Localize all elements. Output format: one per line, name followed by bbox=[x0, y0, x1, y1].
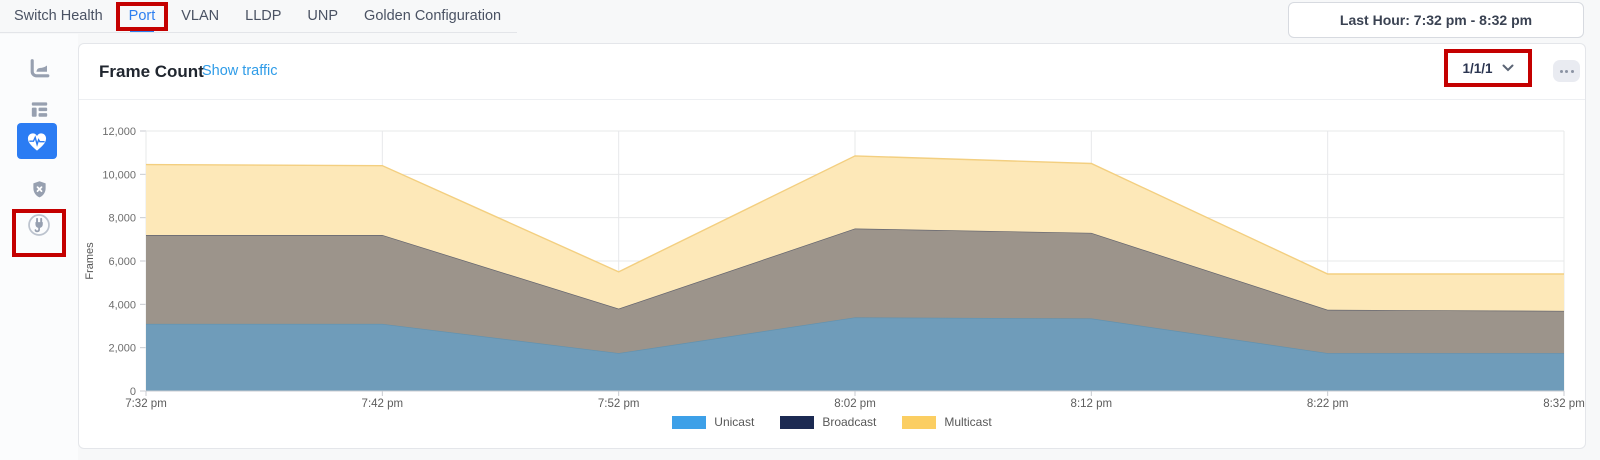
area-edge-multicast bbox=[145, 155, 1564, 275]
port-selector-dropdown[interactable]: 1/1/1 bbox=[1444, 49, 1532, 87]
x-tick-label: 8:32 pm bbox=[1543, 398, 1585, 410]
chevron-down-icon bbox=[1502, 64, 1514, 72]
show-traffic-link[interactable]: Show traffic bbox=[202, 63, 278, 79]
legend-item-broadcast[interactable]: Broadcast bbox=[780, 416, 876, 429]
y-tick-label: 2,000 bbox=[108, 343, 136, 355]
area-multicast bbox=[146, 155, 1564, 311]
sidebar-item-alerts[interactable] bbox=[0, 170, 78, 208]
tab-bar: Switch Health Port VLAN LLDP UNP Golden Confi… bbox=[0, 0, 518, 33]
panel-title: Frame Count bbox=[99, 62, 204, 81]
legend-label: Unicast bbox=[714, 415, 755, 429]
sidebar-item-performance[interactable] bbox=[0, 50, 78, 88]
legend-item-unicast[interactable]: Unicast bbox=[672, 416, 754, 429]
time-range-label: Last Hour: 7:32 pm - 8:32 pm bbox=[1339, 12, 1533, 28]
time-range-selector[interactable]: Last Hour: 7:32 pm - 8:32 pm bbox=[1288, 2, 1584, 38]
layout-list-icon bbox=[31, 101, 47, 117]
tab-port[interactable]: Port bbox=[115, 0, 169, 32]
x-tick-label: 7:42 pm bbox=[362, 398, 404, 410]
y-tick-label: 4,000 bbox=[108, 299, 136, 311]
sidebar-item-layout[interactable] bbox=[0, 90, 78, 128]
y-tick-label: 6,000 bbox=[108, 256, 136, 268]
active-item-highlight bbox=[17, 123, 57, 159]
y-tick-label: 10,000 bbox=[102, 169, 136, 181]
y-tick-label: 8,000 bbox=[108, 213, 136, 225]
x-tick-label: 8:12 pm bbox=[1071, 398, 1113, 410]
port-selector-value: 1/1/1 bbox=[1462, 60, 1493, 76]
tab-switch-health[interactable]: Switch Health bbox=[14, 8, 103, 24]
tab-lldp[interactable]: LLDP bbox=[245, 8, 282, 24]
legend-swatch-unicast bbox=[672, 416, 707, 429]
sidebar-item-connectivity[interactable] bbox=[0, 206, 78, 244]
tab-unp[interactable]: UNP bbox=[307, 8, 339, 24]
x-tick-label: 7:32 pm bbox=[125, 398, 167, 410]
area-broadcast bbox=[146, 228, 1564, 354]
frame-count-chart: 0 2,000 4,000 6,000 8,000 10,000 12,000 7:32 pm… bbox=[84, 126, 1585, 410]
y-axis-label: Frames bbox=[84, 242, 96, 280]
legend-item-multicast[interactable]: Multicast bbox=[902, 415, 992, 429]
plug-icon bbox=[28, 214, 50, 236]
panel-header: Frame Count Show traffic 1/1/1 bbox=[79, 44, 1585, 100]
chart-legend: Unicast Broadcast Multicast bbox=[79, 416, 1585, 429]
area-unicast bbox=[146, 317, 1564, 391]
legend-label: Multicast bbox=[944, 415, 992, 429]
legend-swatch-multicast bbox=[902, 416, 937, 429]
area-chart-icon bbox=[30, 58, 49, 77]
x-tick-label: 8:22 pm bbox=[1307, 398, 1349, 410]
sidebar bbox=[0, 34, 78, 460]
x-tick-label: 7:52 pm bbox=[598, 398, 640, 410]
shield-x-icon bbox=[32, 180, 46, 197]
panel-menu-button[interactable] bbox=[1553, 60, 1580, 82]
tab-golden-configuration[interactable]: Golden Configuration bbox=[364, 8, 502, 24]
ellipsis-icon bbox=[1559, 69, 1563, 73]
tab-vlan[interactable]: VLAN bbox=[181, 8, 220, 24]
heart-pulse-icon bbox=[27, 132, 47, 151]
annotation-box-port-tab bbox=[115, 2, 169, 31]
legend-swatch-broadcast bbox=[780, 416, 815, 429]
sidebar-item-health[interactable] bbox=[0, 123, 78, 257]
y-tick-label: 0 bbox=[130, 386, 136, 398]
y-tick-label: 12,000 bbox=[102, 126, 136, 138]
legend-label: Broadcast bbox=[822, 415, 877, 429]
x-tick-label: 8:02 pm bbox=[834, 398, 876, 410]
frame-count-panel: Frame Count Show traffic 1/1/1 0 2,000 4,0… bbox=[78, 43, 1586, 449]
